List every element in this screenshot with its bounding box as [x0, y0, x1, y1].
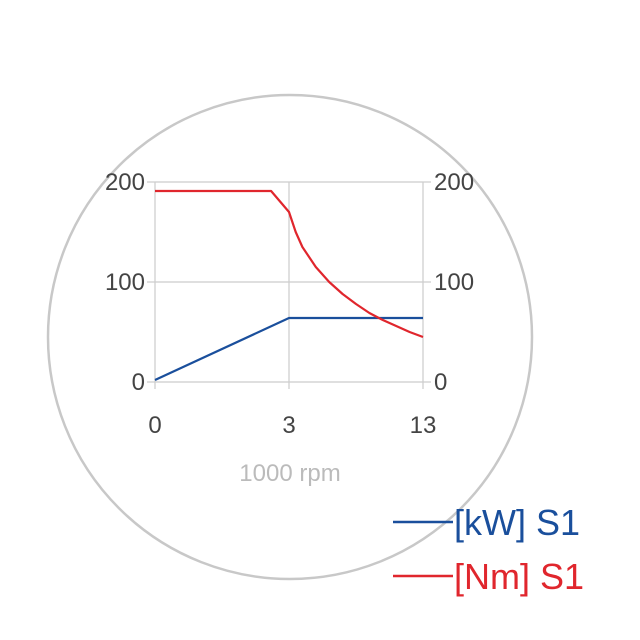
x-axis-label: 1000 rpm [239, 460, 340, 487]
legend-label-kw-s1: [kW] S1 [454, 502, 580, 543]
y-tick-label-right: 100 [434, 269, 474, 296]
legend: [kW] S1 [Nm] S1 [393, 502, 584, 597]
y-tick-label-right: 0 [434, 369, 447, 396]
y-tick-label-left: 200 [105, 169, 145, 196]
y-tick-label-right: 200 [434, 169, 474, 196]
y-tick-label-left: 0 [132, 369, 145, 396]
legend-label-nm-s1: [Nm] S1 [454, 556, 584, 597]
x-tick-label: 3 [282, 412, 295, 439]
series-lines [154, 189, 424, 381]
tick-labels: 0 100 200 0 100 200 0 3 13 [105, 169, 474, 439]
series-line-nm-s1 [155, 189, 424, 339]
y-tick-label-left: 100 [105, 269, 145, 296]
x-tick-label: 13 [410, 412, 437, 439]
chart-frame-circle [46, 93, 534, 581]
x-tick-label: 0 [148, 412, 161, 439]
